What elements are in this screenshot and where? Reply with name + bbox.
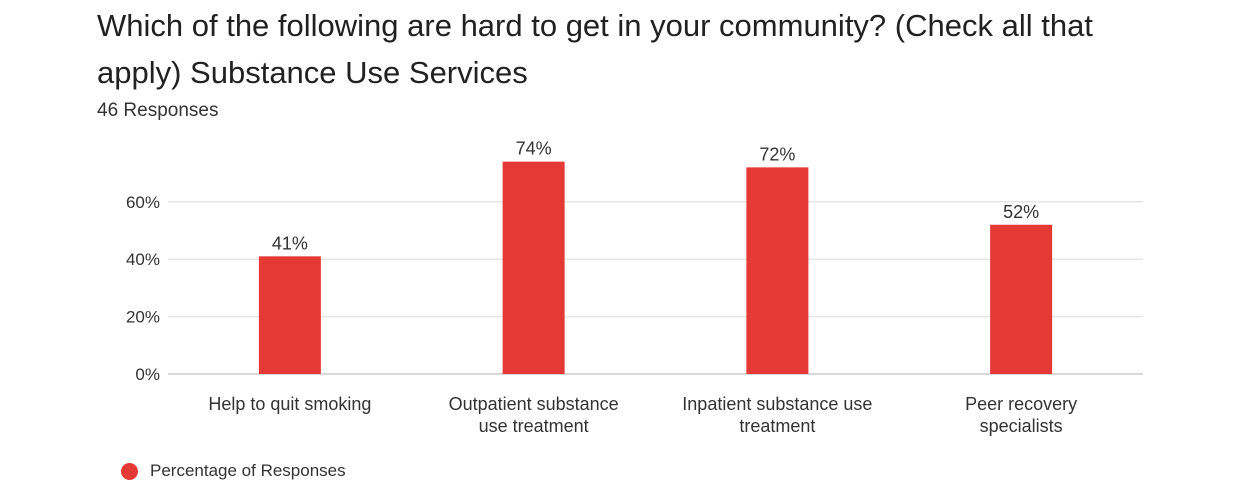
y-tick-label: 40%	[126, 250, 160, 269]
chart-title: Which of the following are hard to get i…	[97, 8, 1093, 90]
x-axis: Help to quit smoking Outpatient substance…	[208, 394, 1077, 436]
y-axis: 0% 20% 40% 60%	[126, 193, 160, 384]
x-tick-label: specialists	[980, 416, 1063, 436]
x-tick-label: Inpatient substance use	[682, 394, 872, 414]
legend-label: Percentage of Responses	[150, 461, 346, 480]
y-tick-label: 60%	[126, 193, 160, 212]
response-count: 46 Responses	[97, 100, 219, 121]
legend: Percentage of Responses	[121, 460, 346, 482]
bar-value-label: 74%	[516, 139, 552, 159]
bars	[258, 161, 1053, 374]
bar	[990, 224, 1053, 374]
x-tick-label: treatment	[739, 416, 815, 436]
bar-value-label: 41%	[272, 233, 308, 253]
bar-value-label: 72%	[759, 144, 795, 164]
bar-value-label: 52%	[1003, 202, 1039, 222]
y-tick-label: 20%	[126, 308, 160, 327]
bar	[258, 256, 321, 374]
data-labels: 41% 74% 72% 52%	[272, 139, 1039, 254]
bar	[502, 161, 565, 374]
legend-swatch-icon	[121, 462, 138, 480]
y-tick-label: 0%	[135, 365, 160, 384]
gridlines	[168, 201, 1143, 375]
x-tick-label: Peer recovery	[965, 394, 1077, 414]
x-tick-label: Help to quit smoking	[208, 394, 371, 414]
bar	[746, 167, 809, 374]
x-tick-label: Outpatient substance	[449, 394, 619, 414]
x-tick-label: use treatment	[479, 416, 589, 436]
